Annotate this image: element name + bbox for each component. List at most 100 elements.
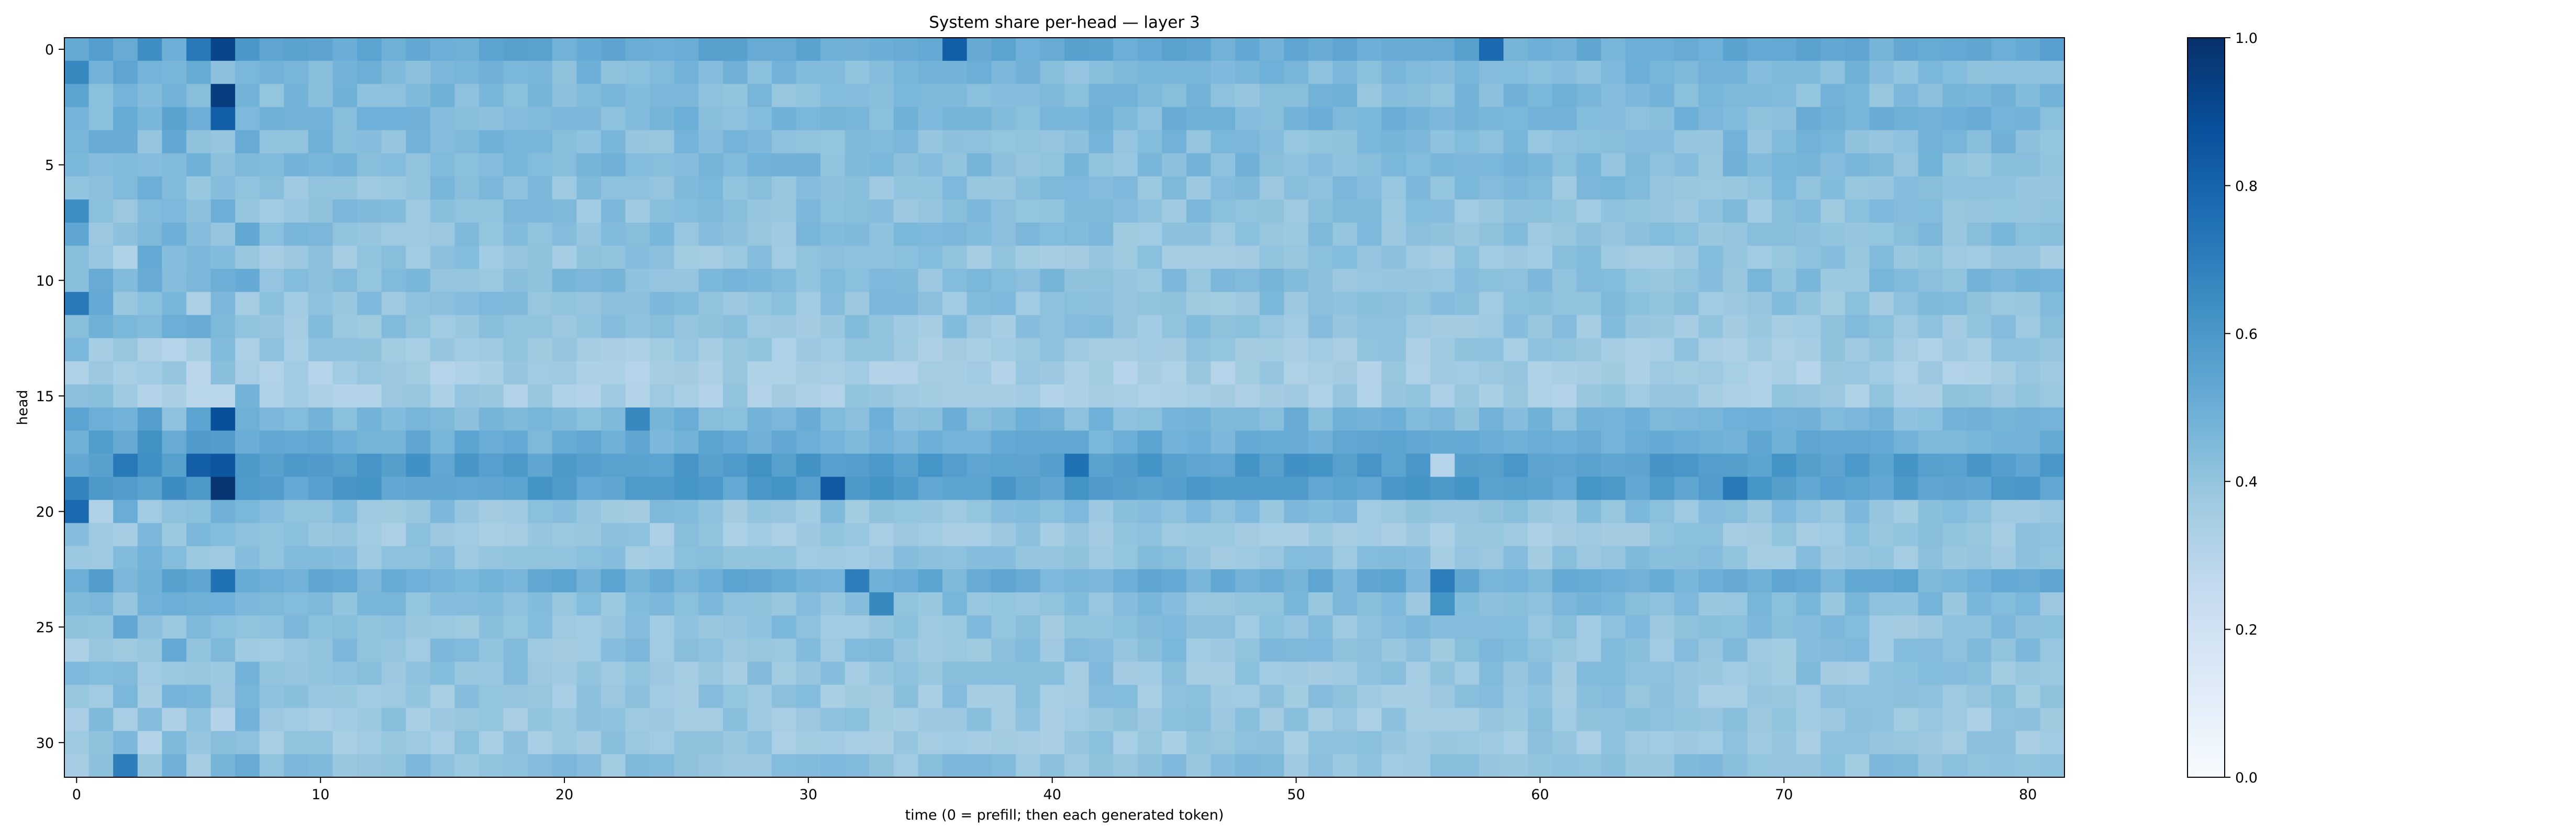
heatmap-cell xyxy=(88,523,114,547)
heatmap-cell xyxy=(1528,500,1553,524)
heatmap-cell xyxy=(1308,315,1334,339)
heatmap-cell xyxy=(1552,708,1577,732)
heatmap-cell xyxy=(1942,615,1968,639)
heatmap-cell xyxy=(1796,523,1821,547)
heatmap-cell xyxy=(1162,754,1187,778)
heatmap-cell xyxy=(1186,523,1212,547)
heatmap-cell xyxy=(1796,38,1821,61)
heatmap-cell xyxy=(991,338,1016,362)
heatmap-cell xyxy=(1942,315,1968,339)
heatmap-cell xyxy=(259,569,284,593)
heatmap-cell xyxy=(235,661,260,686)
heatmap-cell xyxy=(991,615,1016,639)
heatmap-cell xyxy=(845,246,870,269)
heatmap-cell xyxy=(1333,384,1358,408)
heatmap-cell xyxy=(186,61,212,84)
heatmap-cell xyxy=(674,199,699,223)
heatmap-cell xyxy=(1869,477,1894,501)
heatmap-cell xyxy=(771,431,797,454)
heatmap-cell xyxy=(1796,269,1821,292)
heatmap-cell xyxy=(1674,431,1699,454)
heatmap-cell xyxy=(1601,199,1626,223)
heatmap-cell xyxy=(1601,338,1626,362)
heatmap-cell xyxy=(1503,431,1528,454)
heatmap-cell xyxy=(1820,107,1846,131)
heatmap-cell xyxy=(528,223,553,246)
heatmap-cell xyxy=(1918,246,1943,269)
heatmap-cell xyxy=(1771,315,1797,339)
heatmap-cell xyxy=(650,199,675,223)
heatmap-cell xyxy=(1454,130,1480,154)
heatmap-cell xyxy=(967,615,992,639)
heatmap-cell xyxy=(674,361,699,385)
heatmap-cell xyxy=(2015,523,2041,547)
heatmap-cell xyxy=(625,407,650,431)
heatmap-cell xyxy=(1137,661,1162,686)
heatmap-cell xyxy=(259,153,284,177)
heatmap-cell xyxy=(1113,84,1138,107)
heatmap-cell xyxy=(113,407,138,431)
heatmap-cell xyxy=(991,107,1016,131)
heatmap-cell xyxy=(1552,292,1577,316)
heatmap-cell xyxy=(576,384,602,408)
heatmap-cell xyxy=(308,153,334,177)
heatmap-cell xyxy=(1113,107,1138,131)
heatmap-cell xyxy=(1723,523,1748,547)
heatmap-cell xyxy=(284,615,309,639)
heatmap-cell xyxy=(723,407,748,431)
heatmap-cell xyxy=(235,84,260,107)
heatmap-cell xyxy=(1698,84,1724,107)
heatmap-cell xyxy=(820,708,846,732)
heatmap-cell xyxy=(1479,315,1504,339)
heatmap-cell xyxy=(1528,754,1553,778)
heatmap-cell xyxy=(1723,130,1748,154)
heatmap-cell xyxy=(723,153,748,177)
heatmap-cell xyxy=(1625,661,1650,686)
x-tick-label: 0 xyxy=(72,787,81,803)
heatmap-cell xyxy=(1942,153,1968,177)
heatmap-cell xyxy=(406,615,431,639)
heatmap-cell xyxy=(747,638,772,662)
heatmap-cell xyxy=(64,223,90,246)
heatmap-cell xyxy=(406,315,431,339)
heatmap-cell xyxy=(479,84,504,107)
heatmap-cell xyxy=(845,38,870,61)
heatmap-cell xyxy=(1430,384,1455,408)
heatmap-cell xyxy=(1137,615,1162,639)
heatmap-cell xyxy=(332,176,358,200)
heatmap-cell xyxy=(552,615,577,639)
heatmap-cell xyxy=(1162,246,1187,269)
heatmap-cell xyxy=(893,38,919,61)
heatmap-cell xyxy=(1259,500,1284,524)
heatmap-cell xyxy=(528,731,553,755)
heatmap-cell xyxy=(747,223,772,246)
heatmap-cell xyxy=(1503,454,1528,477)
heatmap-cell xyxy=(552,477,577,501)
heatmap-cell xyxy=(1820,176,1846,200)
heatmap-cell xyxy=(1918,384,1943,408)
heatmap-cell xyxy=(1771,754,1797,778)
heatmap-cell xyxy=(284,592,309,616)
heatmap-cell xyxy=(1528,315,1553,339)
heatmap-cell xyxy=(1357,615,1382,639)
heatmap-cell xyxy=(1552,153,1577,177)
heatmap-cell xyxy=(1942,199,1968,223)
heatmap-cell xyxy=(308,638,334,662)
heatmap-cell xyxy=(674,569,699,593)
heatmap-cell xyxy=(991,523,1016,547)
heatmap-cell xyxy=(1259,246,1284,269)
heatmap-cell xyxy=(869,615,894,639)
heatmap-cell xyxy=(88,130,114,154)
heatmap-cell xyxy=(796,130,821,154)
colorbar-tick-label: 0.0 xyxy=(2235,770,2258,786)
heatmap-cell xyxy=(1942,84,1968,107)
heatmap-cell xyxy=(698,223,724,246)
heatmap-cell xyxy=(1625,431,1650,454)
heatmap-cell xyxy=(1235,84,1260,107)
heatmap-cell xyxy=(1137,384,1162,408)
heatmap-cell xyxy=(308,338,334,362)
heatmap-cell xyxy=(2040,176,2065,200)
heatmap-cell xyxy=(454,685,480,709)
colorbar-tick-label: 0.4 xyxy=(2235,474,2258,490)
heatmap-cell xyxy=(1430,569,1455,593)
